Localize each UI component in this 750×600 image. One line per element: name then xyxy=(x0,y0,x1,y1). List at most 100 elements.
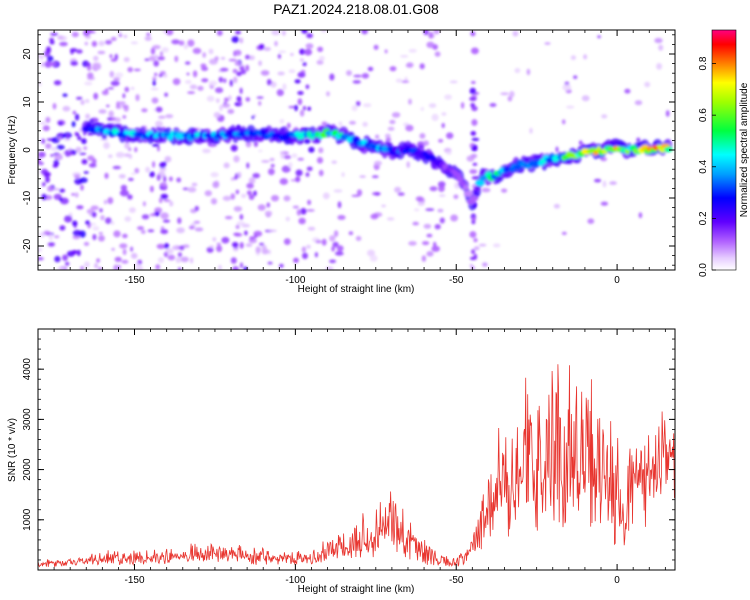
spectrogram-noise-blob xyxy=(57,136,62,140)
spectrogram-noise-blob xyxy=(602,180,607,188)
spectrogram-noise-blob xyxy=(331,160,338,164)
spectrogram-noise-blob xyxy=(245,140,252,148)
spectrogram-noise-blob xyxy=(222,195,232,201)
spectrogram-noise-blob xyxy=(124,142,130,149)
spectrogram-noise-blob xyxy=(135,94,140,102)
spectrogram-noise-blob xyxy=(68,151,73,156)
spectrogram-noise-blob xyxy=(54,153,63,161)
spectrogram-noise-blob xyxy=(176,227,185,234)
spectrogram-noise-blob xyxy=(123,105,129,112)
spectrogram-noise-blob xyxy=(59,225,66,231)
spectrogram-noise-blob xyxy=(471,137,480,142)
spectrogram-noise-blob xyxy=(346,70,352,76)
spectrogram-noise-blob xyxy=(361,30,368,35)
spectrogram-noise-blob xyxy=(279,119,285,124)
spectrogram-noise-blob xyxy=(348,231,354,236)
spectrogram-noise-blob xyxy=(438,185,445,192)
spectrogram-ridge-point xyxy=(456,176,464,183)
spectrogram-noise-blob xyxy=(114,53,119,61)
spectrogram-noise-blob xyxy=(384,49,388,54)
spectrogram-noise-blob xyxy=(107,117,113,121)
spectrogram-noise-blob xyxy=(212,181,220,189)
spectrogram-noise-blob xyxy=(285,216,290,222)
colorbar-ticks: 0.0 0.2 0.4 0.6 0.8 xyxy=(698,56,716,277)
spectrogram-noise-blob xyxy=(109,54,113,59)
spectrogram-noise-blob xyxy=(337,215,346,220)
spectrogram-noise-blob xyxy=(421,255,427,262)
spectrogram-noise-blob xyxy=(307,226,316,231)
spectrogram-noise-blob xyxy=(600,201,609,206)
spectrogram-noise-blob xyxy=(321,121,328,127)
spectrogram-noise-blob xyxy=(85,220,90,225)
spectrogram-noise-blob xyxy=(176,177,182,183)
spectrogram-noise-blob xyxy=(544,42,551,45)
spectrogram-x-ticks: -150 -100 -50 0 xyxy=(125,30,620,286)
spectrogram-noise-blob xyxy=(470,265,475,270)
spectrogram-noise-blob xyxy=(180,256,189,263)
spectrogram-noise-blob xyxy=(444,94,452,100)
spectrogram-ridge-point xyxy=(462,185,469,190)
spectrogram-ridge-point xyxy=(474,186,480,191)
spectrogram-noise-blob xyxy=(79,152,87,155)
spectrogram-noise-blob xyxy=(72,110,77,115)
spectrogram-ridge-point xyxy=(475,179,485,187)
spectrogram-noise-blob xyxy=(137,226,144,231)
spectrogram-noise-blob xyxy=(295,176,301,183)
spectrogram-noise-blob xyxy=(49,62,57,66)
spectrogram-noise-blob xyxy=(66,133,70,140)
spectrogram-noise-blob xyxy=(434,51,441,57)
colorbar-scale xyxy=(712,30,736,270)
spectrogram-noise-blob xyxy=(53,187,60,191)
spectrogram-noise-blob xyxy=(210,172,219,178)
spectrogram-noise-blob xyxy=(135,265,143,270)
spectrogram-noise-blob xyxy=(130,41,138,45)
spectrogram-noise-blob xyxy=(240,69,247,75)
spectrogram-noise-blob xyxy=(300,58,304,62)
spectrogram-noise-blob xyxy=(189,84,198,90)
spectrogram-noise-blob xyxy=(48,233,54,241)
spectrogram-noise-blob xyxy=(165,114,174,119)
spectrogram-noise-blob xyxy=(187,91,196,94)
spectrogram-noise-blob xyxy=(233,155,240,163)
spectrogram-noise-blob xyxy=(282,30,286,36)
spectrogram-noise-blob xyxy=(471,81,476,84)
spectrogram-noise-blob xyxy=(246,162,250,169)
spectrogram-noise-blob xyxy=(258,101,262,106)
spectrogram-noise-blob xyxy=(204,190,212,197)
spectrogram-noise-blob xyxy=(282,83,287,91)
spectrogram-noise-blob xyxy=(40,121,46,125)
spectrogram-noise-blob xyxy=(274,40,278,47)
spectrogram-noise-blob xyxy=(385,137,392,143)
spectrogram-noise-blob xyxy=(58,197,63,201)
spectrogram-noise-blob xyxy=(71,31,79,38)
spectrogram-noise-blob xyxy=(187,186,197,193)
spectrogram-noise-blob xyxy=(288,162,293,168)
spectrogram-noise-blob xyxy=(80,266,85,270)
spectrogram-noise-blob xyxy=(92,234,97,241)
spectrogram-noise-blob xyxy=(412,221,420,226)
spectrogram-noise-blob xyxy=(243,266,248,270)
spectrogram-minor-ticks xyxy=(37,30,675,270)
spectrogram-noise-blob xyxy=(256,96,264,99)
spectrogram-noise-blob xyxy=(38,247,43,253)
spectrogram-noise-blob xyxy=(213,112,221,118)
spectrogram-noise-blob xyxy=(302,62,307,67)
spectrogram-noise-blob xyxy=(42,182,46,187)
spectrogram-noise-blob xyxy=(581,95,590,102)
spectrogram-noise-blob xyxy=(245,243,253,248)
spectrogram-noise-blob xyxy=(450,214,458,222)
spectrogram-noise-blob xyxy=(230,177,235,181)
spectrogram-noise-blob xyxy=(367,249,375,257)
spectrogram-noise-blob xyxy=(161,47,169,53)
spectrogram-noise-blob xyxy=(306,33,313,39)
spectrogram-noise-blob xyxy=(108,87,114,90)
y-tick-label: 4000 xyxy=(22,358,33,381)
spectrogram-noise-blob xyxy=(105,88,109,92)
spectrogram-noise-blob xyxy=(297,71,306,78)
spectrogram-noise-blob xyxy=(99,208,103,213)
spectrogram-noise-blob xyxy=(54,255,61,263)
spectrogram-noise-blob xyxy=(338,121,343,127)
spectrogram-noise-blob xyxy=(373,44,379,50)
spectrogram-noise-blob xyxy=(99,138,109,141)
spectrogram-noise-blob xyxy=(260,70,270,76)
